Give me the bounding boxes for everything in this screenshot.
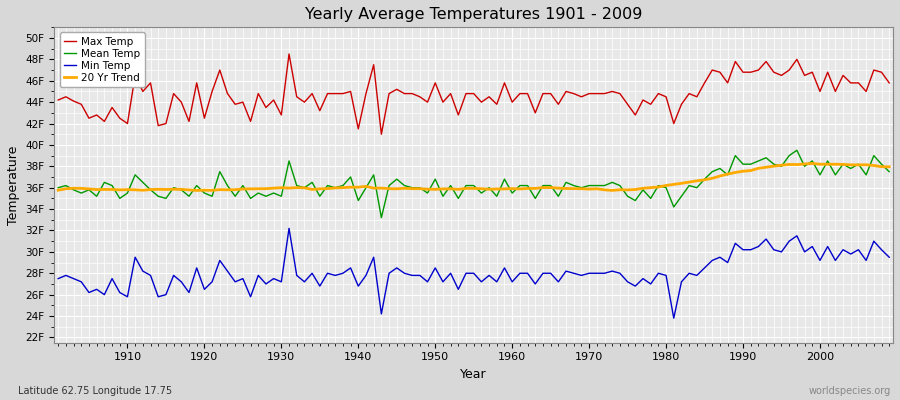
20 Yr Trend	[192, 188, 202, 193]
Max Temp	[884, 80, 895, 85]
20 Yr Trend	[515, 186, 526, 191]
20 Yr Trend	[292, 185, 302, 190]
Max Temp	[338, 91, 348, 96]
Text: worldspecies.org: worldspecies.org	[809, 386, 891, 396]
20 Yr Trend	[507, 186, 517, 191]
Mean Temp	[284, 158, 294, 163]
20 Yr Trend	[338, 185, 348, 190]
Line: Min Temp: Min Temp	[58, 228, 889, 318]
Line: Max Temp: Max Temp	[58, 54, 889, 134]
Y-axis label: Temperature: Temperature	[7, 145, 20, 225]
Line: 20 Yr Trend: 20 Yr Trend	[58, 164, 889, 190]
Mean Temp	[791, 148, 802, 153]
Min Temp	[53, 276, 64, 281]
Min Temp	[338, 271, 348, 276]
Title: Yearly Average Temperatures 1901 - 2009: Yearly Average Temperatures 1901 - 2009	[305, 7, 643, 22]
Mean Temp	[329, 185, 340, 190]
Min Temp	[114, 290, 125, 295]
Max Temp	[615, 91, 626, 96]
Line: Mean Temp: Mean Temp	[58, 150, 889, 218]
20 Yr Trend	[807, 161, 818, 166]
Max Temp	[376, 132, 387, 137]
Max Temp	[522, 91, 533, 96]
Text: Latitude 62.75 Longitude 17.75: Latitude 62.75 Longitude 17.75	[18, 386, 172, 396]
20 Yr Trend	[884, 164, 895, 169]
Mean Temp	[507, 191, 517, 196]
Min Temp	[515, 271, 526, 276]
Min Temp	[284, 226, 294, 231]
Mean Temp	[884, 169, 895, 174]
Min Temp	[292, 273, 302, 278]
Max Temp	[114, 116, 125, 120]
Max Temp	[53, 98, 64, 102]
Min Temp	[884, 255, 895, 260]
Max Temp	[292, 94, 302, 99]
20 Yr Trend	[53, 188, 64, 192]
Legend: Max Temp, Mean Temp, Min Temp, 20 Yr Trend: Max Temp, Mean Temp, Min Temp, 20 Yr Tre…	[59, 32, 145, 87]
Max Temp	[284, 52, 294, 56]
20 Yr Trend	[114, 188, 125, 192]
Mean Temp	[114, 196, 125, 201]
Mean Temp	[53, 185, 64, 190]
Mean Temp	[607, 180, 617, 185]
X-axis label: Year: Year	[461, 368, 487, 381]
Mean Temp	[376, 215, 387, 220]
Min Temp	[607, 269, 617, 274]
20 Yr Trend	[607, 188, 617, 193]
Min Temp	[507, 280, 517, 284]
Mean Temp	[515, 183, 526, 188]
Min Temp	[669, 316, 680, 320]
Max Temp	[515, 91, 526, 96]
